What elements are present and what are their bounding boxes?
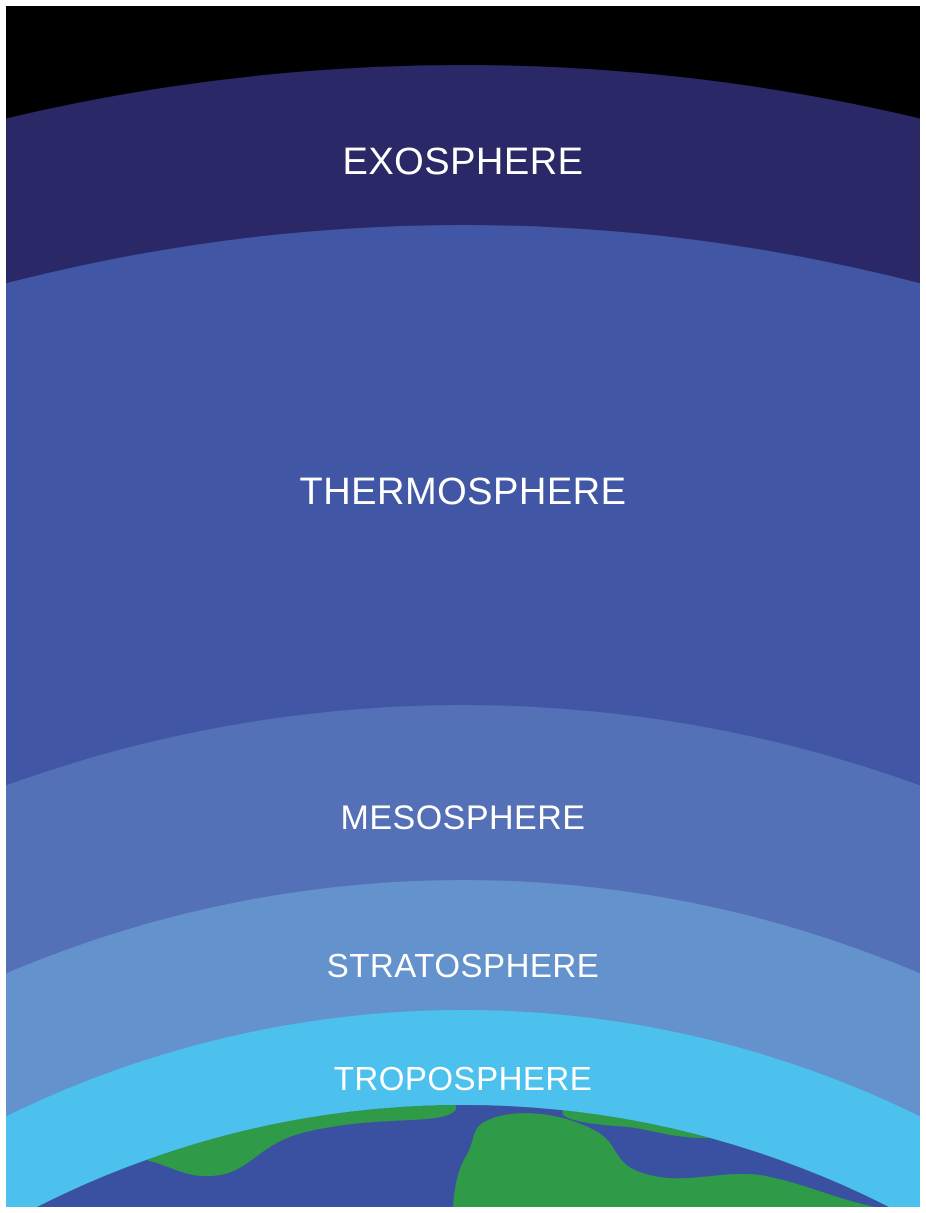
label-exosphere: EXOSPHERE bbox=[6, 141, 920, 184]
label-thermosphere: THERMOSPHERE bbox=[6, 471, 920, 514]
label-mesosphere: MESOSPHERE bbox=[6, 799, 920, 838]
label-troposphere: TROPOSPHERE bbox=[6, 1060, 920, 1098]
layer-arcs bbox=[6, 65, 920, 1207]
label-stratosphere: STRATOSPHERE bbox=[6, 947, 920, 985]
atmosphere-diagram bbox=[6, 6, 920, 1207]
